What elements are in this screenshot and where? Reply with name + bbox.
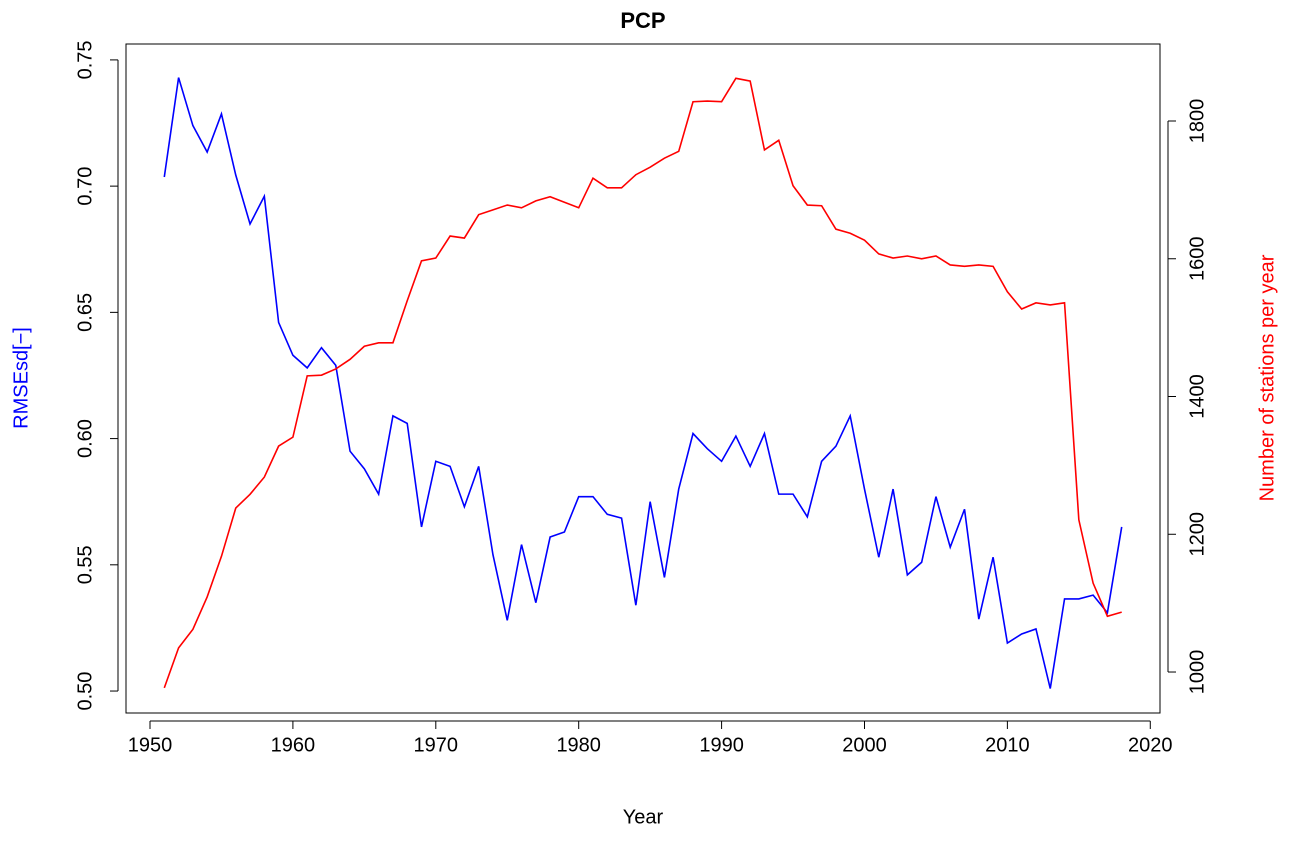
- y-tick-label: 0.70: [74, 167, 96, 206]
- y-tick-label: 0.55: [74, 545, 96, 584]
- x-tick-label: 1950: [128, 734, 173, 756]
- y2-tick-label: 1800: [1186, 99, 1208, 143]
- y2-axis-title: Number of stations per year: [1256, 254, 1278, 501]
- y2-tick-label: 1600: [1186, 237, 1208, 282]
- data-line: [163, 77, 1122, 689]
- y2-tick-label: 1200: [1186, 512, 1208, 557]
- plot-box: [125, 43, 1161, 714]
- y-tick-label: 0.65: [74, 293, 96, 332]
- data-line: [163, 77, 1123, 689]
- y-tick-label: 0.75: [74, 40, 96, 79]
- x-tick-label: 1980: [556, 734, 601, 756]
- x-tick-label: 2010: [985, 734, 1030, 756]
- y-tick-label: 0.60: [74, 419, 96, 458]
- x-tick-label: 1960: [271, 734, 316, 756]
- x-tick-label: 2020: [1128, 734, 1173, 756]
- x-axis-title: Year: [623, 806, 664, 828]
- x-tick-label: 1990: [699, 734, 744, 756]
- x-tick-label: 1970: [414, 734, 459, 756]
- x-tick-label: 2000: [842, 734, 887, 756]
- chart-title: PCP: [620, 8, 665, 33]
- y2-tick-label: 1400: [1186, 374, 1208, 419]
- y-tick-label: 0.50: [74, 672, 96, 711]
- y2-tick-label: 1000: [1186, 650, 1208, 695]
- y-axis-title: RMSEsd[−]: [10, 327, 32, 429]
